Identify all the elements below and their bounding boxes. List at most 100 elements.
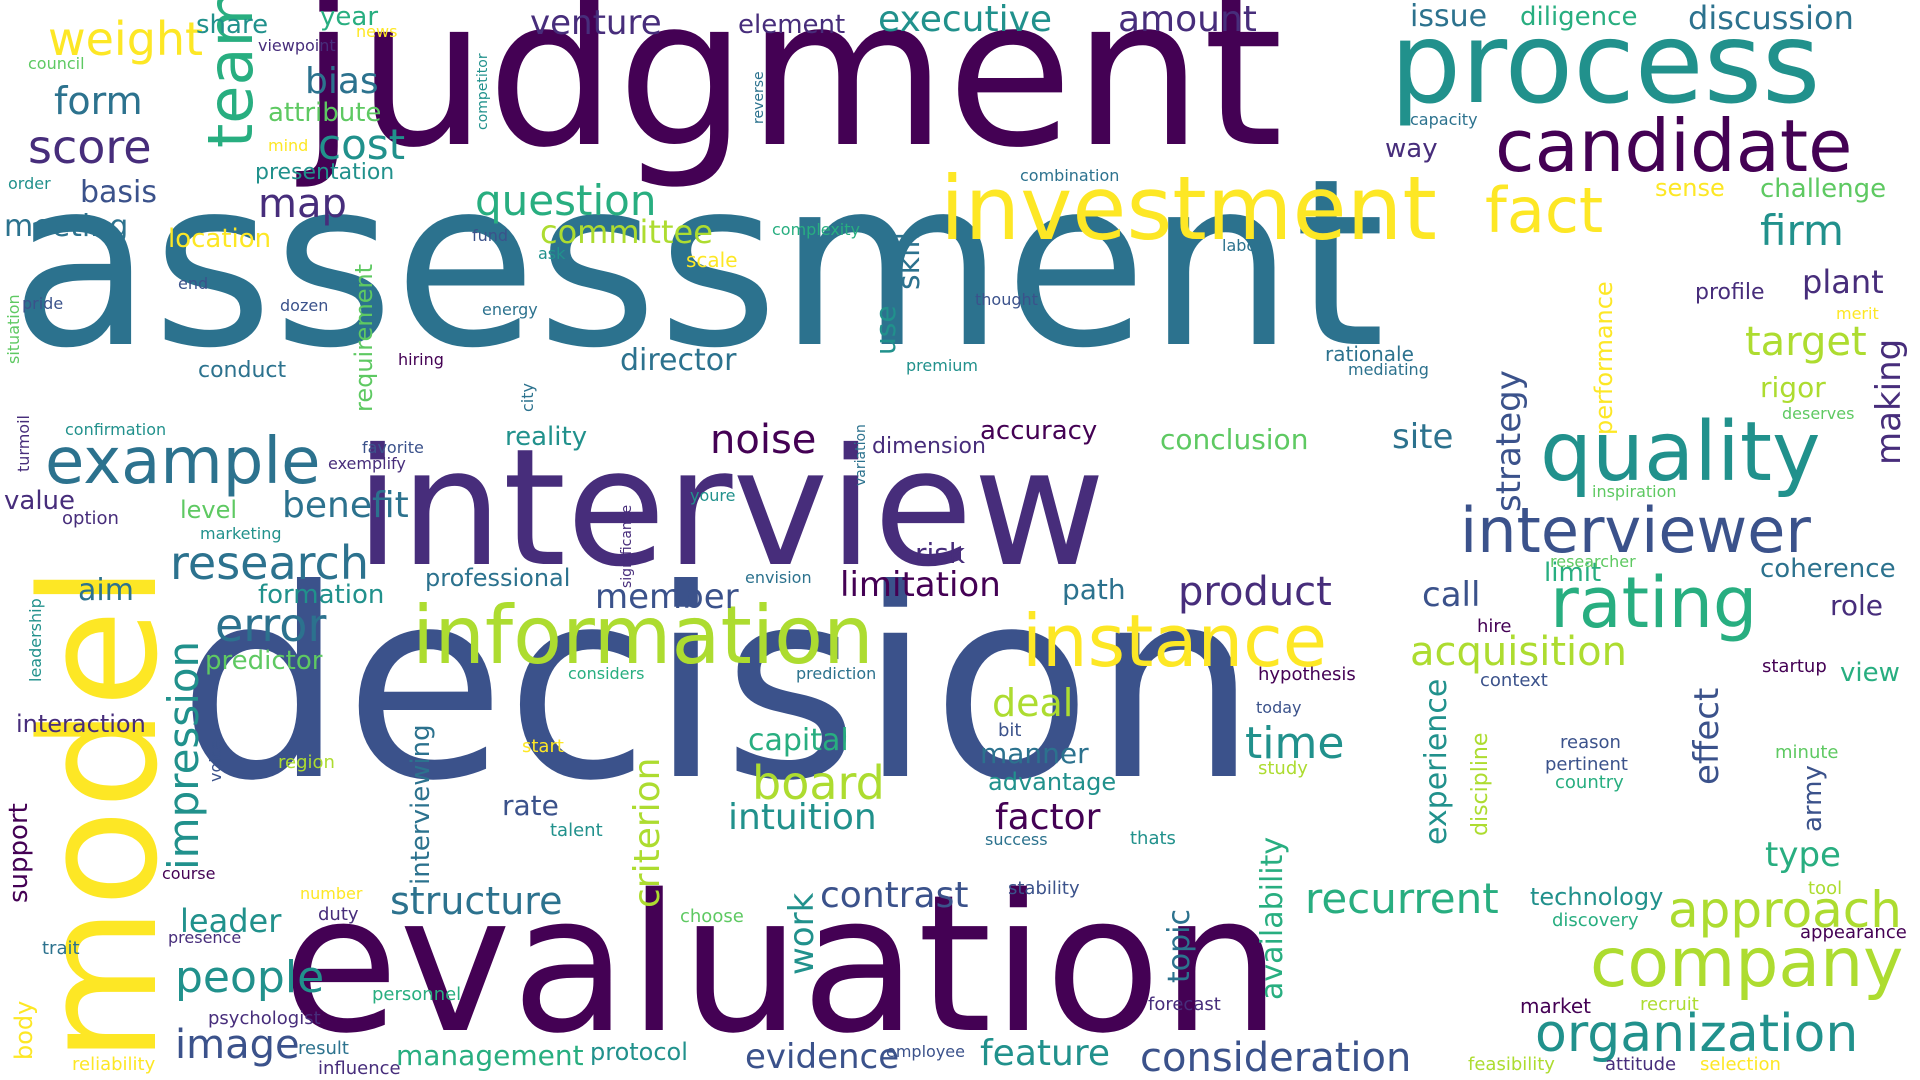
word-attribute: attribute (268, 98, 382, 128)
word-instance: instance (1022, 599, 1328, 683)
word-type: type (1765, 835, 1841, 875)
word-choose: choose (680, 906, 744, 927)
word-value: value (4, 486, 76, 516)
word-element: element (738, 10, 846, 40)
word-risk: risk (915, 537, 966, 570)
word-envision: envision (745, 568, 812, 587)
word-marketing: marketing (200, 524, 282, 543)
word-meeting: meeting (4, 209, 129, 244)
word-thought: thought (975, 290, 1038, 309)
word-organization: organization (1535, 1004, 1859, 1064)
word-formation: formation (258, 580, 385, 610)
word-context: context (1480, 670, 1548, 691)
word-coherence: coherence (1760, 554, 1896, 584)
word-cost: cost (318, 120, 406, 169)
word-work: work (782, 892, 822, 975)
word-merit: merit (1836, 304, 1879, 323)
word-product: product (1178, 569, 1332, 615)
word-contrast: contrast (820, 875, 969, 916)
word-impression: impression (159, 640, 208, 870)
word-plant: plant (1802, 263, 1884, 301)
word-professional: professional (425, 564, 571, 592)
word-question: question (475, 176, 657, 225)
word-assessment: assessment (10, 129, 1386, 399)
word-accuracy: accuracy (980, 416, 1098, 446)
word-view: view (1840, 658, 1900, 688)
word-energy: energy (482, 300, 538, 319)
word-option: option (62, 508, 119, 529)
word-inspiration: inspiration (1592, 482, 1677, 501)
word-people: people (175, 952, 325, 1003)
word-variation: variation (853, 424, 869, 486)
word-reason: reason (1560, 732, 1621, 753)
word-research: research (170, 536, 370, 590)
word-course: course (162, 864, 216, 883)
word-issue: issue (1410, 0, 1488, 34)
word-location: location (168, 224, 272, 254)
word-hypothesis: hypothesis (1258, 664, 1356, 685)
word-forecast: forecast (1148, 994, 1221, 1015)
word-psychologist: psychologist (208, 1008, 321, 1029)
word-limit: limit (1544, 558, 1602, 588)
word-viewpoint: viewpoint (258, 36, 336, 55)
word-success: success (985, 830, 1048, 849)
word-noise: noise (710, 417, 817, 463)
word-mind: mind (268, 136, 309, 155)
word-situation: situation (4, 294, 23, 364)
word-favorite: favorite (362, 438, 424, 457)
word-call: call (1422, 575, 1481, 615)
word-complexity: complexity (772, 220, 860, 239)
word-recruit: recruit (1640, 994, 1699, 1015)
word-image: image (175, 1022, 300, 1068)
word-appearance: appearance (1800, 922, 1907, 943)
word-aim: aim (78, 573, 134, 608)
word-target: target (1745, 319, 1867, 365)
word-pertinent: pertinent (1545, 754, 1628, 775)
word-predictor: predictor (205, 646, 323, 676)
word-rate: rate (502, 789, 559, 822)
word-start: start (522, 736, 564, 757)
word-today: today (1256, 698, 1302, 717)
word-performance: performance (1590, 281, 1618, 435)
word-map: map (258, 181, 347, 227)
word-strategy: strategy (1489, 370, 1529, 512)
word-reliability: reliability (72, 1054, 156, 1075)
word-interviewing: interviewing (406, 724, 436, 885)
word-influence: influence (318, 1058, 401, 1079)
word-score: score (28, 120, 152, 174)
word-ask: ask (538, 244, 566, 263)
word-executive: executive (878, 0, 1053, 40)
word-interviewer: interviewer (1460, 494, 1811, 567)
word-approach: approach (1668, 881, 1902, 939)
word-scale: scale (686, 248, 738, 272)
word-deserves: deserves (1782, 404, 1855, 423)
word-feasibility: feasibility (1468, 1054, 1555, 1075)
word-startup: startup (1762, 656, 1827, 677)
word-director: director (620, 343, 737, 378)
word-technology: technology (1530, 883, 1664, 911)
word-tool: tool (1808, 878, 1843, 899)
word-member: member (595, 577, 739, 617)
word-error: error (215, 598, 327, 652)
word-decision: decision (178, 533, 1258, 838)
word-talent: talent (550, 820, 603, 841)
word-diligence: diligence (1520, 2, 1638, 32)
word-significance: significance (619, 504, 635, 588)
word-city: city (518, 383, 537, 412)
word-level: level (180, 496, 238, 524)
word-support: support (4, 803, 34, 903)
word-path: path (1062, 573, 1126, 606)
word-information: information (412, 589, 874, 682)
word-hiring: hiring (398, 350, 444, 369)
word-challenge: challenge (1760, 174, 1887, 204)
word-weight: weight (48, 12, 204, 66)
word-body: body (10, 1000, 38, 1060)
word-reality: reality (505, 422, 588, 452)
word-premium: premium (906, 356, 978, 375)
word-considers: considers (568, 664, 645, 683)
word-hire: hire (1477, 616, 1512, 637)
word-youre: youre (690, 486, 736, 505)
word-benefit: benefit (282, 485, 409, 526)
word-dimension: dimension (872, 434, 986, 459)
